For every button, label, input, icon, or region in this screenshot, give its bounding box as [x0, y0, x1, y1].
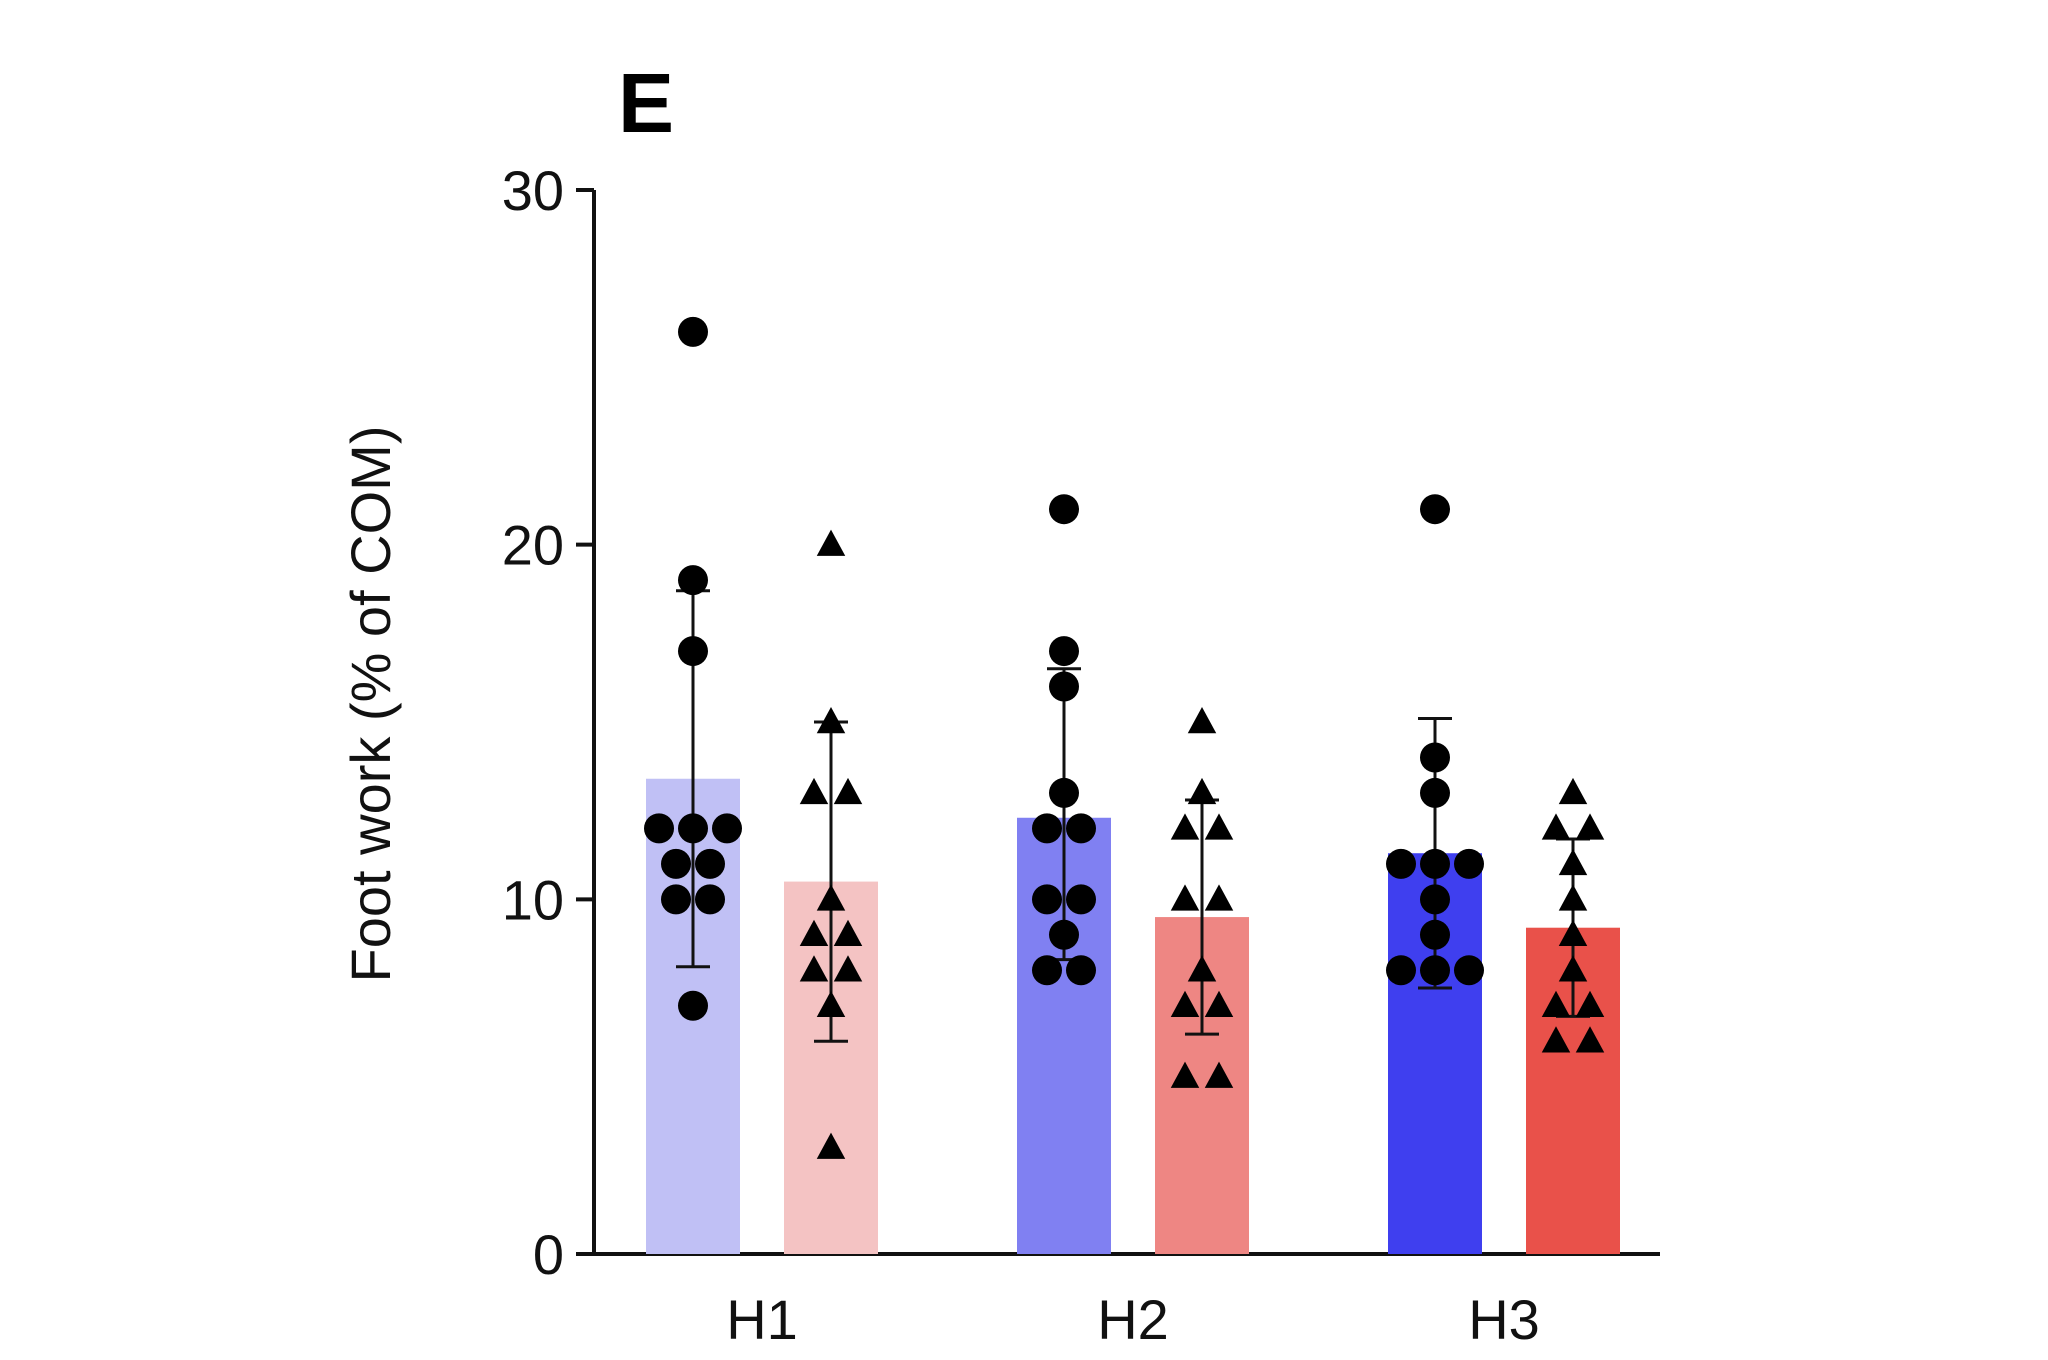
- data-point-triangle: [799, 955, 829, 982]
- data-point-triangle: [799, 777, 829, 805]
- data-point-triangle: [816, 1132, 846, 1159]
- data-point-triangle: [1558, 955, 1588, 982]
- data-point-triangle: [1541, 813, 1571, 840]
- data-point-circle: [1420, 884, 1450, 915]
- panel-label: E: [618, 56, 674, 150]
- data-point-circle: [1066, 884, 1096, 915]
- data-point-triangle: [1575, 1026, 1605, 1053]
- data-point-circle: [1049, 919, 1079, 950]
- data-point-circle: [1454, 848, 1484, 879]
- data-point-triangle: [1187, 955, 1217, 982]
- data-point-circle: [678, 316, 708, 347]
- data-point-circle: [695, 884, 725, 915]
- data-point-circle: [1032, 955, 1062, 986]
- data-point-circle: [1049, 671, 1079, 702]
- data-point-triangle: [1204, 990, 1234, 1017]
- data-point-circle: [1454, 955, 1484, 986]
- data-point-triangle: [1170, 990, 1200, 1017]
- data-point-circle: [1386, 955, 1416, 986]
- data-point-circle: [1032, 813, 1062, 844]
- x-tick-label: H1: [726, 1288, 798, 1351]
- data-point-circle: [1049, 777, 1079, 808]
- data-point-circle: [678, 565, 708, 596]
- data-point-triangle: [833, 777, 863, 805]
- data-point-triangle: [1575, 990, 1605, 1017]
- data-point-circle: [644, 813, 674, 844]
- data-point-triangle: [1170, 1061, 1200, 1088]
- data-point-circle: [712, 813, 742, 844]
- data-point-circle: [1420, 848, 1450, 879]
- data-point-circle: [678, 813, 708, 844]
- data-point-triangle: [1558, 777, 1588, 805]
- data-point-circle: [661, 884, 691, 915]
- data-point-circle: [1420, 919, 1450, 950]
- data-point-triangle: [833, 919, 863, 947]
- data-point-circle: [1049, 636, 1079, 667]
- y-axis-label: Foot work (% of COM): [339, 426, 402, 983]
- y-tick-label: 0: [533, 1223, 564, 1286]
- x-tick-label: H2: [1097, 1288, 1169, 1351]
- data-point-triangle: [1575, 813, 1605, 840]
- data-point-circle: [1420, 777, 1450, 808]
- data-point-circle: [1420, 955, 1450, 986]
- data-point-triangle: [799, 919, 829, 947]
- data-point-circle: [661, 848, 691, 879]
- data-point-triangle: [1541, 1026, 1571, 1053]
- data-point-triangle: [1187, 707, 1217, 734]
- data-point-circle: [1386, 848, 1416, 879]
- data-point-circle: [1066, 813, 1096, 844]
- data-point-triangle: [1541, 990, 1571, 1017]
- data-point-triangle: [1558, 919, 1588, 947]
- data-point-triangle: [1558, 884, 1588, 911]
- data-point-circle: [678, 990, 708, 1021]
- data-point-triangle: [816, 884, 846, 911]
- data-point-triangle: [833, 955, 863, 982]
- y-tick-label: 30: [502, 159, 564, 222]
- y-tick-label: 20: [502, 514, 564, 577]
- data-point-triangle: [1170, 813, 1200, 840]
- data-point-triangle: [1558, 848, 1588, 876]
- data-point-triangle: [1204, 884, 1234, 911]
- data-point-circle: [678, 636, 708, 667]
- data-point-triangle: [1187, 777, 1217, 805]
- data-point-triangle: [816, 529, 846, 556]
- data-point-triangle: [1170, 884, 1200, 911]
- data-point-circle: [1420, 494, 1450, 525]
- y-tick-label: 10: [502, 868, 564, 931]
- x-tick-label: H3: [1468, 1288, 1540, 1351]
- data-point-circle: [1032, 884, 1062, 915]
- data-point-triangle: [1204, 813, 1234, 840]
- data-point-circle: [1420, 742, 1450, 773]
- data-point-triangle: [816, 990, 846, 1017]
- chart-marks: 0 10 20 30 H1 H2 H3: [502, 159, 1660, 1351]
- data-point-triangle: [1204, 1061, 1234, 1088]
- data-point-circle: [1066, 955, 1096, 986]
- data-point-circle: [695, 848, 725, 879]
- data-point-circle: [1049, 494, 1079, 525]
- data-point-triangle: [816, 707, 846, 734]
